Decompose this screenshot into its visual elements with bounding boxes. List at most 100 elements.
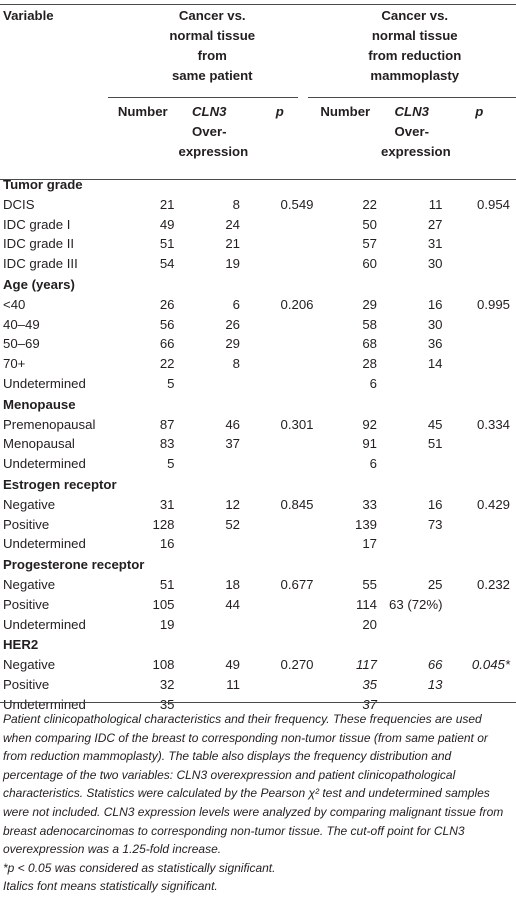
row-label: IDC grade I (3, 216, 71, 232)
row-label: Negative (3, 657, 56, 673)
table-row: Undetermined 16 17 (0, 534, 516, 554)
table-row: IDC grade III 54 19 60 30 (0, 254, 516, 274)
cln3-cell (179, 534, 247, 554)
cln3-cell: 25 (427, 576, 443, 592)
table-row: 50–69 66 29 68 36 (0, 334, 516, 354)
p-value-cell (449, 454, 516, 474)
cln3-cell: 8 (232, 196, 240, 212)
cln3-cell: 52 (225, 516, 240, 532)
cln3-cell: 73 (427, 516, 443, 532)
p-value-cell (246, 454, 314, 474)
number-cell: 58 (362, 316, 377, 332)
p-value-cell (246, 334, 314, 354)
number-cell: 83 (159, 436, 175, 452)
number-cell: 35 (159, 696, 175, 712)
cln3-header: CLN3 Over- expression (381, 102, 451, 162)
number-cell: 37 (362, 696, 377, 712)
cln3-header-line: expression (381, 144, 451, 159)
p-value-cell: 0.270 (280, 657, 314, 673)
cln3-cell (179, 454, 247, 474)
table-row: Premenopausal 87 46 0.301 92 45 0.334 (0, 415, 516, 435)
table-bottom-rule (0, 702, 516, 703)
row-label: 50–69 (3, 336, 40, 352)
p-value-cell (449, 595, 516, 615)
row-label: 40–49 (3, 316, 40, 332)
row-label: DCIS (3, 196, 35, 212)
number-cell: 56 (159, 316, 175, 332)
number-cell: 16 (159, 536, 175, 552)
number-cell: 6 (369, 375, 377, 391)
cln3-header: CLN3 Over- expression (179, 102, 249, 162)
footnote-significance: *p < 0.05 was considered as statisticall… (3, 860, 276, 875)
row-label: Negative (3, 496, 56, 512)
group1-title: Cancer vs. normal tissue from same patie… (111, 6, 314, 86)
number-header: Number (117, 104, 168, 119)
cln3-cell: 16 (427, 496, 443, 512)
row-label: <40 (3, 296, 26, 312)
number-cell: 20 (362, 616, 377, 632)
row-label: Undetermined (3, 616, 86, 632)
number-cell: 51 (159, 576, 175, 592)
p-header: p (475, 104, 484, 119)
p-value-cell: 0.677 (280, 576, 314, 592)
table-row: Undetermined 35 37 (0, 695, 516, 715)
table-row: IDC grade II 51 21 57 31 (0, 234, 516, 254)
cln3-header-line: CLN3 (394, 104, 429, 119)
cln3-cell (179, 615, 247, 635)
cln3-cell (179, 374, 247, 394)
cln3-cell: 16 (427, 296, 443, 312)
cln3-cell: 30 (427, 256, 443, 272)
number-cell: 66 (159, 336, 175, 352)
cln3-cell: 19 (225, 256, 240, 272)
p-value-cell (449, 234, 516, 254)
p-value-cell (449, 334, 516, 354)
number-cell: 28 (362, 356, 377, 372)
row-label: Negative (3, 576, 56, 592)
cln3-header-line: Over- (192, 124, 227, 139)
section-header-row: Tumor grade (0, 174, 516, 195)
cln3-cell: 37 (225, 436, 240, 452)
p-value-cell (449, 215, 516, 235)
p-value-cell (449, 374, 516, 394)
number-cell: 29 (362, 296, 377, 312)
p-value-cell (246, 434, 314, 454)
cln3-cell: 24 (225, 216, 240, 232)
number-cell: 49 (159, 216, 175, 232)
row-label: IDC grade III (3, 256, 78, 272)
cln3-cell: 30 (427, 316, 443, 332)
group1-title-line: Cancer vs. (178, 8, 246, 23)
section-title: HER2 (3, 637, 39, 653)
cln3-cell: 49 (225, 657, 240, 673)
number-cell: 128 (152, 516, 175, 532)
number-cell: 5 (167, 375, 175, 391)
cln3-cell: 44 (225, 596, 240, 612)
number-cell: 6 (369, 456, 377, 472)
cln3-cell: 26 (225, 316, 240, 332)
p-value-cell (246, 515, 314, 535)
table-row: Negative 31 12 0.845 33 16 0.429 (0, 495, 516, 515)
row-label: Undetermined (3, 456, 86, 472)
row-label: IDC grade II (3, 236, 75, 252)
number-header: Number (320, 104, 371, 119)
section-title: Tumor grade (3, 177, 83, 192)
table-row: Positive 32 11 35 13 (0, 675, 516, 695)
cln3-cell: 27 (427, 216, 443, 232)
table-row: Positive 128 52 139 73 (0, 515, 516, 535)
row-label: Positive (3, 516, 50, 532)
table-row: Undetermined 5 6 (0, 454, 516, 474)
number-cell: 31 (159, 496, 175, 512)
p-value-cell (449, 434, 516, 454)
cln3-cell (381, 454, 449, 474)
p-value-cell: 0.429 (476, 496, 510, 512)
group1-underline (108, 97, 298, 98)
row-label: Positive (3, 596, 50, 612)
p-value-cell (449, 515, 516, 535)
cln3-cell: 18 (225, 576, 240, 592)
section-header-row: Progesterone receptor (0, 554, 516, 575)
section-title: Estrogen receptor (3, 476, 117, 492)
number-cell: 117 (355, 657, 377, 673)
p-value-cell: 0.995 (476, 296, 510, 312)
p-value-cell (246, 254, 314, 274)
p-value-cell (246, 215, 314, 235)
